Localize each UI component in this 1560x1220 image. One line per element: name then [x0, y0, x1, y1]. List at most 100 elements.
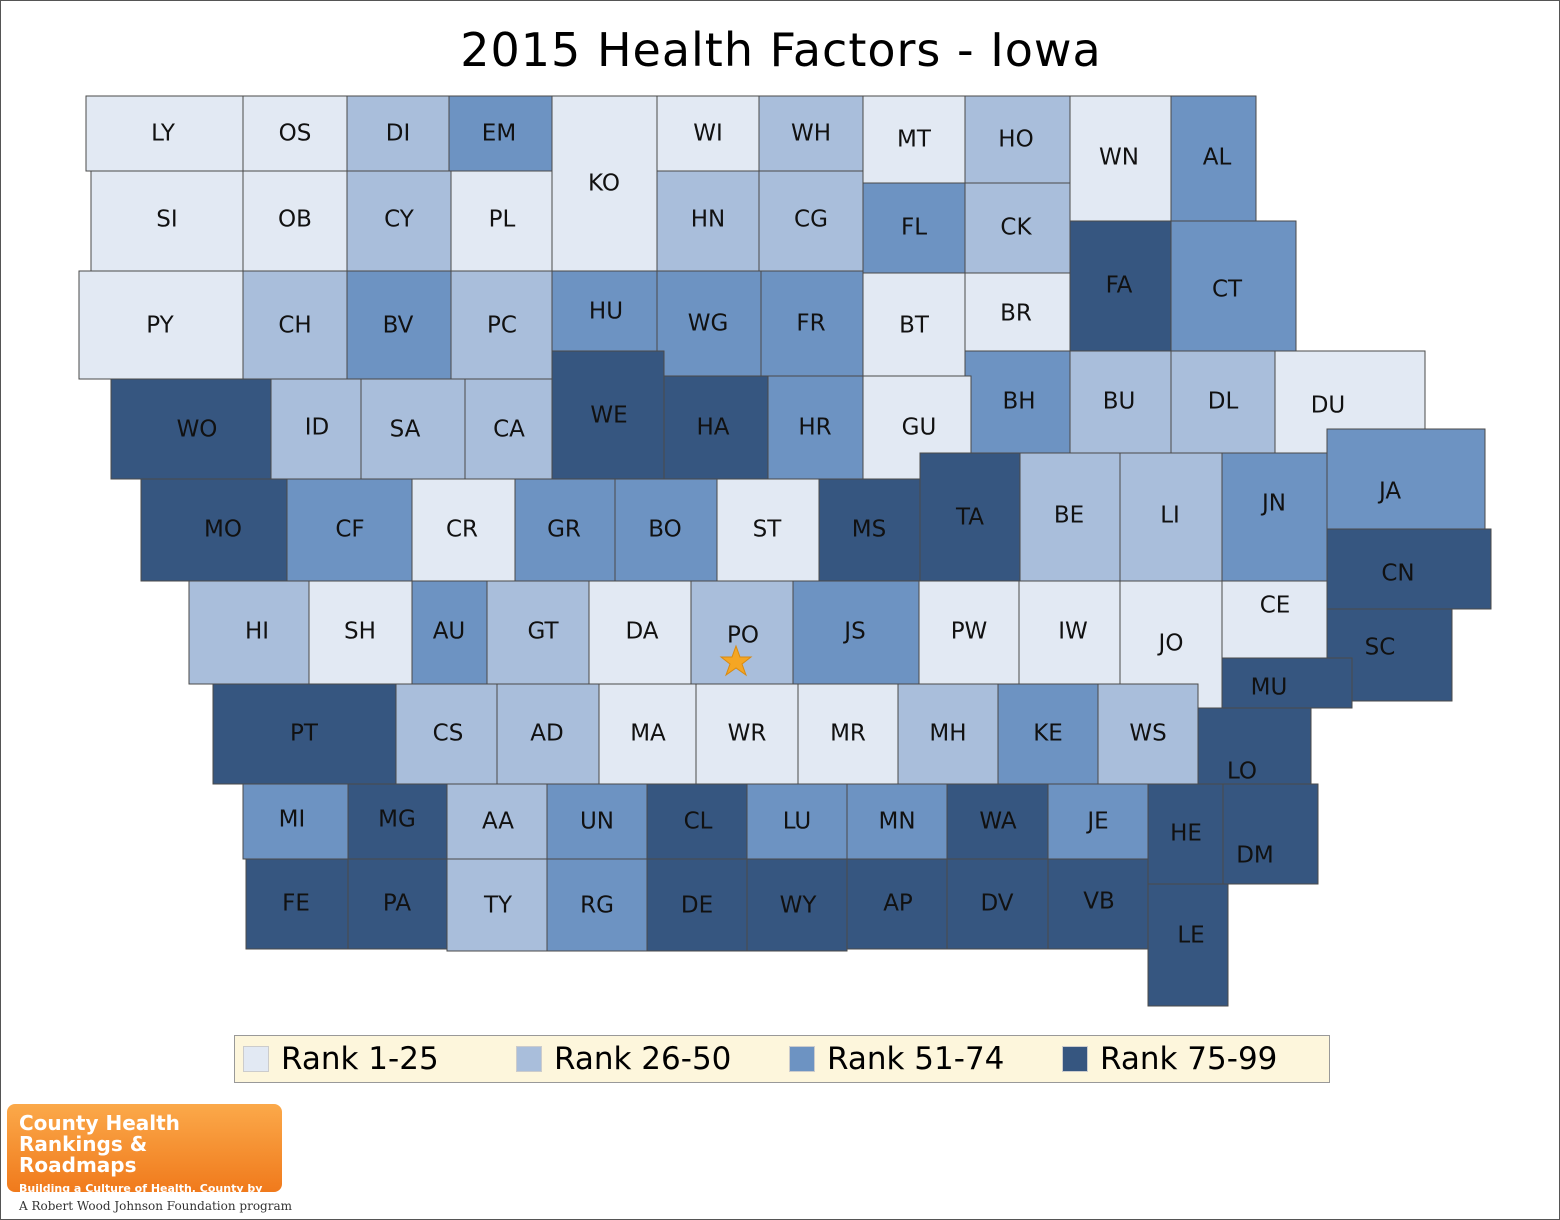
- county-ch: [242, 270, 348, 380]
- county-label-wg: WG: [688, 311, 729, 337]
- star-marker: [719, 644, 753, 677]
- county-di: [346, 95, 450, 172]
- county-cf: [286, 478, 413, 582]
- county-wo: [110, 378, 288, 480]
- county-aa: [446, 783, 548, 860]
- county-rg: [546, 858, 648, 952]
- legend-item-rank-1-25: Rank 1-25: [235, 1041, 508, 1077]
- county-label-mg: MG: [378, 807, 416, 833]
- county-label-ma: MA: [630, 721, 666, 747]
- county-fa: [1069, 220, 1172, 352]
- county-os: [242, 95, 348, 172]
- county-label-vb: VB: [1083, 889, 1115, 915]
- county-ke: [997, 683, 1099, 785]
- county-label-ap: AP: [883, 891, 913, 917]
- county-label-wy: WY: [780, 893, 818, 919]
- county-mg: [347, 783, 448, 860]
- county-he: [1147, 783, 1224, 885]
- county-label-ta: TA: [955, 505, 984, 531]
- county-br: [964, 272, 1071, 352]
- county-label-hr: HR: [798, 415, 831, 441]
- county-ly: [85, 95, 244, 172]
- county-label-ha: HA: [696, 415, 729, 441]
- county-label-id: ID: [305, 415, 330, 441]
- county-cn: [1326, 528, 1492, 610]
- county-label-hn: HN: [691, 207, 726, 233]
- county-mo: [140, 478, 288, 582]
- county-label-mo: MO: [204, 517, 242, 543]
- county-ck: [964, 182, 1071, 274]
- county-label-sa: SA: [390, 417, 421, 443]
- county-label-ms: MS: [852, 517, 886, 543]
- county-label-ly: LY: [151, 121, 176, 147]
- county-label-sc: SC: [1365, 635, 1396, 661]
- county-em: [448, 95, 553, 172]
- county-sh: [308, 580, 413, 685]
- county-wn: [1069, 95, 1172, 222]
- county-label-js: JS: [842, 619, 865, 645]
- legend-label: Rank 26-50: [554, 1041, 732, 1077]
- county-mi: [242, 783, 349, 860]
- county-je: [1047, 783, 1149, 860]
- county-label-pl: PL: [489, 207, 516, 233]
- county-ct: [1170, 220, 1297, 352]
- county-ms: [818, 478, 921, 582]
- county-label-le: LE: [1177, 923, 1204, 949]
- county-label-dl: DL: [1208, 389, 1239, 415]
- legend-label: Rank 75-99: [1100, 1041, 1278, 1077]
- county-label-gr: GR: [547, 517, 581, 543]
- county-jn: [1221, 452, 1328, 582]
- logo-title-line1: County Health: [19, 1111, 180, 1135]
- county-label-pw: PW: [951, 619, 988, 645]
- county-label-em: EM: [482, 121, 516, 147]
- county-label-dm: DM: [1236, 843, 1274, 869]
- county-dv: [946, 858, 1049, 950]
- legend-item-rank-51-74: Rank 51-74: [781, 1041, 1054, 1077]
- county-label-wi: WI: [693, 121, 723, 147]
- county-label-un: UN: [580, 809, 614, 835]
- county-pc: [450, 270, 553, 380]
- county-hu: [551, 270, 658, 352]
- county-fl: [862, 182, 966, 274]
- county-we: [551, 350, 665, 480]
- county-ja: [1326, 428, 1486, 530]
- county-label-di: DI: [386, 121, 411, 147]
- county-py: [78, 270, 244, 380]
- county-label-mr: MR: [830, 721, 866, 747]
- county-hi: [188, 580, 310, 685]
- county-label-ty: TY: [483, 893, 513, 919]
- county-label-bo: BO: [648, 517, 681, 543]
- county-label-lu: LU: [783, 809, 812, 835]
- legend-swatch: [243, 1046, 269, 1072]
- foundation-credit: A Robert Wood Johnson Foundation program: [19, 1199, 292, 1213]
- county-label-hi: HI: [245, 619, 269, 645]
- county-hr: [767, 375, 864, 480]
- legend-swatch: [1062, 1046, 1088, 1072]
- county-label-wo: WO: [177, 417, 218, 443]
- legend-swatch: [789, 1046, 815, 1072]
- county-label-si: SI: [156, 207, 177, 233]
- county-label-ca: CA: [493, 417, 525, 443]
- county-label-bh: BH: [1002, 389, 1035, 415]
- county-ma: [598, 683, 697, 785]
- county-cl: [646, 783, 748, 860]
- county-fe: [245, 858, 349, 950]
- county-ho: [964, 95, 1071, 184]
- county-label-mh: MH: [929, 721, 966, 747]
- county-label-ws: WS: [1129, 721, 1166, 747]
- county-label-je: JE: [1085, 809, 1108, 835]
- county-label-li: LI: [1160, 503, 1180, 529]
- county-label-we: WE: [590, 403, 627, 429]
- county-le: [1147, 883, 1229, 1007]
- county-bt: [862, 272, 966, 377]
- county-un: [546, 783, 648, 860]
- county-label-ad: AD: [530, 721, 563, 747]
- county-li: [1119, 452, 1223, 582]
- county-label-bt: BT: [899, 313, 930, 339]
- county-ap: [846, 858, 948, 950]
- county-mt: [862, 95, 966, 184]
- county-au: [411, 580, 488, 685]
- county-label-br: BR: [1000, 301, 1032, 327]
- county-label-de: DE: [681, 893, 713, 919]
